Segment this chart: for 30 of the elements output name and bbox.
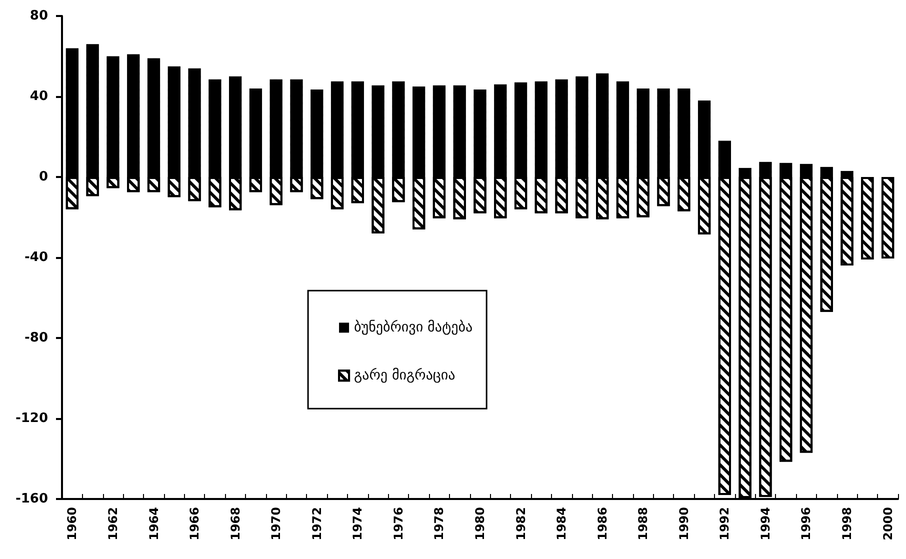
x-tick-label: 1970 [269,507,284,540]
x-tick-label: 1976 [391,507,406,540]
x-tick-label: 1984 [554,507,569,540]
x-tick-label: 1980 [473,507,487,540]
x-tick-label: 2000 [880,507,895,540]
x-tick-label: 1974 [350,507,365,540]
y-tick-label: -80 [24,330,48,346]
x-tick-label: 1996 [799,507,814,540]
y-tick-label: -120 [15,411,48,426]
legend-label: გარე მიგრაცია [354,368,456,384]
x-tick-label: 1988 [636,507,650,540]
x-tick-label: 1992 [718,507,732,540]
x-tick-label: 1982 [514,507,528,540]
x-tick-label: 1964 [146,507,161,540]
x-tick-label: 1986 [595,507,610,540]
x-tick-label: 1994 [758,507,772,540]
y-tick-label: 0 [38,170,48,184]
x-tick-label: 1990 [676,507,691,540]
legend-label: ბუნებრივი მატება [354,320,473,336]
y-tick-label: -160 [15,492,48,506]
y-tick-label: 80 [30,8,48,24]
x-tick-label: 1968 [228,507,242,540]
x-tick-label: 1960 [65,507,80,540]
x-tick-label: 1998 [840,507,854,540]
x-tick-label: 1972 [310,507,324,540]
x-tick-label: 1978 [432,507,446,540]
x-tick-label: 1962 [106,507,120,540]
y-tick-label: 40 [30,89,48,104]
y-tick-label: -40 [24,250,48,265]
x-tick-label: 1966 [188,507,202,540]
